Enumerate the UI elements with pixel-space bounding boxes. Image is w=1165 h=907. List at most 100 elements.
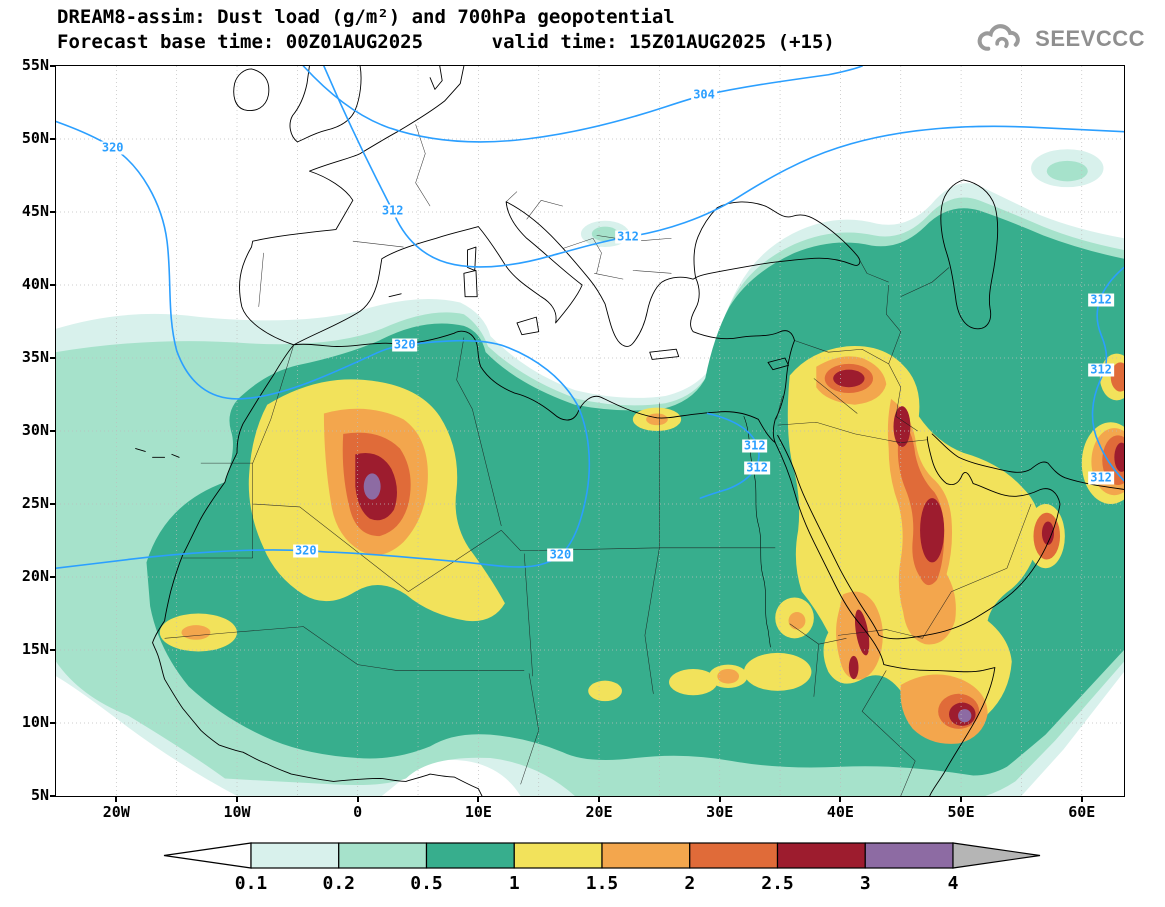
x-axis-label: 20E: [585, 803, 613, 821]
dust-region-pakistan-n2: [1110, 362, 1124, 392]
coast-caspian: [941, 180, 998, 329]
border-lines: [165, 124, 1031, 796]
x-axis-tick: [839, 796, 842, 802]
y-axis-label: 5N: [30, 786, 49, 805]
colorbar-level-label: 1: [508, 873, 520, 894]
colorbar-cell: [338, 842, 428, 869]
colorbar-level-label: 0.5: [410, 873, 443, 894]
y-axis-tick: [50, 65, 56, 67]
dust-region-sudan-coast-core: [788, 612, 806, 630]
dust-region-senegal-core: [181, 625, 211, 640]
colorbar-scale: [163, 842, 1041, 869]
coast-mediterranean: [294, 202, 795, 443]
coast-redsea-somalia: [775, 443, 995, 796]
colorbar-cell: [425, 842, 515, 869]
dust-region-sudan2: [669, 668, 718, 696]
coast-atlantic-europe: [240, 66, 464, 345]
colorbar-cell: [952, 842, 1041, 869]
cloud-icon: [977, 24, 1020, 51]
y-axis-label: 30N: [21, 421, 49, 440]
y-axis-label: 20N: [21, 567, 49, 586]
x-axis-label: 50E: [947, 803, 975, 821]
x-axis-label: 10W: [223, 803, 251, 821]
x-axis-tick: [598, 796, 601, 802]
colorbar-level-label: 2.5: [761, 873, 794, 894]
y-axis-tick: [50, 722, 56, 724]
x-axis-label: 20W: [102, 803, 130, 821]
x-axis-label: 0: [353, 803, 363, 821]
colorbar: [163, 842, 1041, 869]
coast-iran-gulf: [932, 434, 1124, 489]
dust-region-pakistan-core: [1114, 442, 1124, 472]
colorbar-cell: [163, 842, 252, 869]
dust-region-iraq-core: [893, 406, 911, 448]
x-axis-label: 30E: [706, 803, 734, 821]
dust-region-somalia-peak: [958, 709, 972, 723]
colorbar-level-label: 3: [859, 873, 871, 894]
colorbar-cell: [513, 842, 603, 869]
y-axis-tick: [50, 284, 56, 286]
y-axis-label: 40N: [21, 275, 49, 294]
dust-region-redsea-core2: [848, 655, 859, 680]
x-axis-tick: [236, 796, 239, 802]
x-axis-tick: [477, 796, 480, 802]
coastlines: [136, 66, 1124, 796]
x-axis-tick: [356, 796, 359, 802]
contour-304: [303, 66, 862, 142]
y-axis-tick: [50, 138, 56, 140]
dust-region-sudan1: [743, 652, 812, 691]
dust-region-sudan3: [588, 680, 622, 702]
colorbar-labels: 0.1 0.2 0.5 1 1.5 2 2.5 3 4: [163, 873, 1041, 897]
colorbar-level-label: 1.5: [585, 873, 619, 894]
contour-312-east: [1093, 267, 1124, 480]
x-axis-label: 10E: [464, 803, 492, 821]
y-axis-tick: [50, 503, 56, 505]
dust-region-ne-patch2: [1046, 160, 1088, 182]
colorbar-cell: [689, 842, 779, 869]
y-axis-tick: [50, 649, 56, 651]
dust-region-syria-core: [833, 369, 865, 388]
colorbar-level-label: 0.1: [234, 873, 268, 894]
nile-river: [744, 416, 771, 647]
y-axis-label: 35N: [21, 348, 49, 367]
x-axis-tick: [115, 796, 118, 802]
dust-region-gulf-core: [920, 498, 945, 563]
colorbar-cell: [776, 842, 866, 869]
country-borders: [165, 124, 1031, 796]
map-plot-area: 320 320 320 320 304 312 312 312 312 312 312 312 20W 1…: [22, 56, 1125, 821]
dust-region-oman-core: [1041, 521, 1055, 545]
y-axis-tick: [50, 211, 56, 213]
colorbar-cell: [250, 842, 340, 869]
colorbar-level-label: 2: [684, 873, 696, 894]
logo-text: SEEVCCC: [1035, 26, 1145, 51]
y-axis-label: 15N: [21, 640, 49, 659]
x-axis-tick: [960, 796, 963, 802]
colorbar-cell: [864, 842, 954, 869]
dust-fill-layers: [56, 149, 1124, 796]
y-axis-label: 10N: [21, 713, 49, 732]
seevccc-logo: SEEVCCC: [976, 22, 1145, 56]
x-axis-label: 60E: [1068, 803, 1096, 821]
y-axis-tick: [50, 357, 56, 359]
y-axis-label: 55N: [21, 56, 49, 75]
coast-islands: [136, 66, 789, 457]
dust-region-sudan4-core: [717, 668, 740, 684]
y-axis-tick: [50, 795, 56, 797]
y-axis-tick: [50, 576, 56, 578]
coast-west-africa: [153, 345, 482, 796]
y-axis-label: 25N: [21, 494, 49, 513]
y-axis-label: 50N: [21, 129, 49, 148]
dust-region-egypt-core: [646, 413, 668, 426]
dust-region-sahara-peak: [363, 473, 381, 500]
chart-title: DREAM8-assim: Dust load (g/m²) and 700hP…: [57, 6, 675, 28]
coast-arabia: [778, 435, 1060, 638]
x-axis-label: 40E: [826, 803, 854, 821]
colorbar-cell: [601, 842, 691, 869]
chart-subtitle: Forecast base time: 00Z01AUG2025 valid t…: [57, 31, 835, 53]
colorbar-level-label: 4: [947, 873, 959, 894]
y-axis-label: 45N: [21, 202, 49, 221]
x-axis-tick: [718, 796, 721, 802]
map-canvas: [56, 66, 1124, 796]
x-axis-tick: [1080, 796, 1083, 802]
